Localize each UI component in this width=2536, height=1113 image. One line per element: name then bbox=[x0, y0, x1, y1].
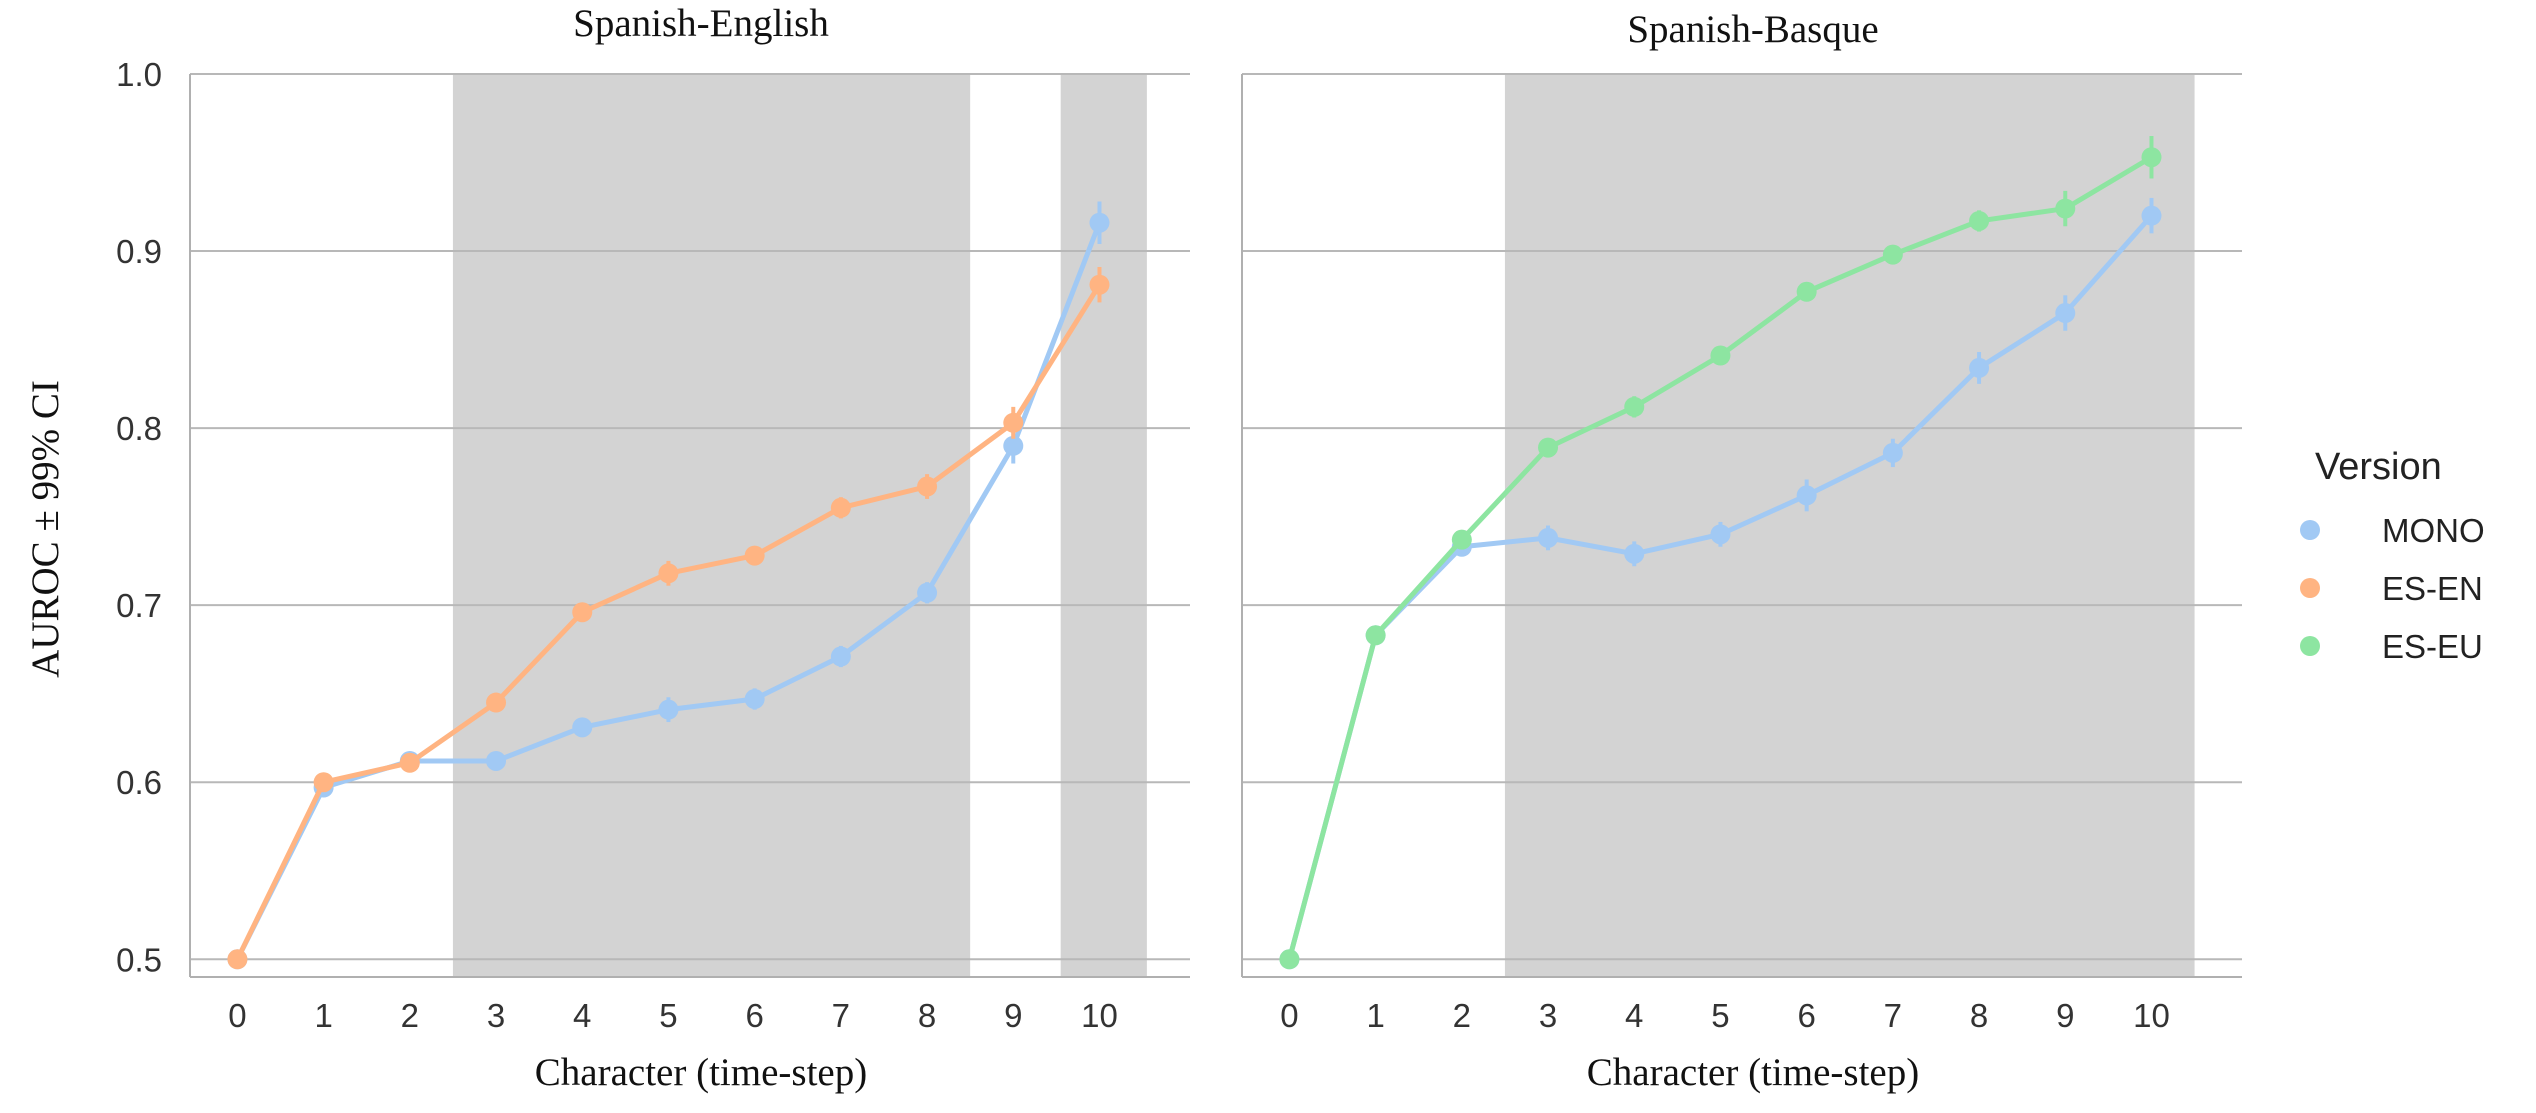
data-point-es-en bbox=[572, 602, 593, 623]
x-tick-label: 0 bbox=[1280, 997, 1298, 1034]
legend-item-es-eu: ES-EU bbox=[2300, 628, 2483, 665]
data-point-es-eu bbox=[2141, 147, 2162, 168]
x-tick-label: 3 bbox=[1539, 997, 1557, 1034]
data-point-mono bbox=[1796, 485, 1817, 506]
data-point-mono bbox=[486, 750, 507, 771]
x-tick-label: 5 bbox=[659, 997, 677, 1034]
data-point-mono bbox=[1969, 357, 1990, 378]
series-es-en-spanish-english bbox=[227, 266, 1110, 970]
data-point-es-eu bbox=[1710, 345, 1731, 366]
data-point-es-eu bbox=[2055, 198, 2076, 219]
data-point-mono bbox=[572, 717, 593, 738]
data-point-mono bbox=[1624, 543, 1645, 564]
data-point-mono bbox=[2141, 205, 2162, 226]
y-tick-label: 0.8 bbox=[116, 410, 162, 447]
data-point-es-en bbox=[830, 497, 851, 518]
data-point-mono bbox=[1538, 527, 1559, 548]
shaded-region-spanish-english-1 bbox=[1060, 74, 1147, 977]
y-tick-label: 0.6 bbox=[116, 764, 162, 801]
x-tick-label: 6 bbox=[1797, 997, 1815, 1034]
data-point-es-eu bbox=[1882, 244, 1903, 265]
data-point-es-en bbox=[1089, 274, 1110, 295]
x-tick-label: 1 bbox=[314, 997, 332, 1034]
x-axis-label-spanish-basque: Character (time-step) bbox=[1587, 1051, 1919, 1094]
legend-marker-es-en bbox=[2300, 578, 2320, 598]
data-point-es-eu bbox=[1451, 529, 1472, 550]
data-point-mono bbox=[744, 689, 765, 710]
x-tick-label: 8 bbox=[918, 997, 936, 1034]
series-es-eu-spanish-basque bbox=[1279, 135, 2162, 970]
shaded-region-spanish-english-0 bbox=[452, 74, 971, 977]
x-tick-label: 9 bbox=[2056, 997, 2074, 1034]
panel-title-spanish-basque: Spanish-Basque bbox=[1627, 8, 1878, 51]
x-tick-label: 1 bbox=[1366, 997, 1384, 1034]
plot-area-spanish-basque: 0 1 2 3 4 5 6 7 8 9 10 bbox=[1241, 73, 2242, 1034]
x-tick-label: 7 bbox=[832, 997, 850, 1034]
data-point-es-eu bbox=[1969, 210, 1990, 231]
data-point-mono bbox=[658, 699, 679, 720]
x-tick-label: 7 bbox=[1884, 997, 1902, 1034]
data-point-es-eu bbox=[1624, 396, 1645, 417]
x-tick-label: 2 bbox=[401, 997, 419, 1034]
legend-label-es-eu: ES-EU bbox=[2382, 628, 2483, 665]
x-tick-label: 5 bbox=[1711, 997, 1729, 1034]
data-point-mono bbox=[2055, 303, 2076, 324]
data-point-mono bbox=[1003, 435, 1024, 456]
legend-marker-mono bbox=[2300, 520, 2320, 540]
data-point-es-en bbox=[486, 692, 507, 713]
x-tick-label: 6 bbox=[745, 997, 763, 1034]
data-point-mono bbox=[1710, 524, 1731, 545]
data-point-mono bbox=[917, 582, 938, 603]
legend-marker-es-eu bbox=[2300, 636, 2320, 656]
y-axis-label: AUROC ± 99% CI bbox=[24, 380, 67, 678]
data-point-es-en bbox=[399, 752, 420, 773]
y-tick-label: 1.0 bbox=[116, 56, 162, 93]
data-point-es-eu bbox=[1279, 949, 1300, 970]
plot-area-spanish-english: 0.5 0.6 0.7 0.8 0.9 1.0 0 1 2 3 4 5 6 7 8 9 10 bbox=[116, 56, 1190, 1034]
x-tick-label: 10 bbox=[1081, 997, 1118, 1034]
data-point-es-en bbox=[1003, 412, 1024, 433]
data-point-es-en bbox=[658, 563, 679, 584]
data-point-es-eu bbox=[1365, 625, 1386, 646]
legend-item-es-en: ES-EN bbox=[2300, 570, 2483, 607]
data-point-mono bbox=[1089, 212, 1110, 233]
x-tick-label: 10 bbox=[2133, 997, 2170, 1034]
data-point-mono bbox=[1882, 442, 1903, 463]
panel-title-spanish-english: Spanish-English bbox=[573, 2, 829, 45]
data-point-es-eu bbox=[1538, 437, 1559, 458]
y-tick-label: 0.7 bbox=[116, 587, 162, 624]
data-point-es-en bbox=[313, 772, 334, 793]
y-tick-label: 0.9 bbox=[116, 233, 162, 270]
data-point-es-en bbox=[917, 476, 938, 497]
data-point-es-en bbox=[227, 949, 248, 970]
y-tick-label: 0.5 bbox=[116, 941, 162, 978]
legend-label-es-en: ES-EN bbox=[2382, 570, 2483, 607]
x-axis-label-spanish-english: Character (time-step) bbox=[535, 1051, 867, 1094]
x-tick-label: 4 bbox=[573, 997, 591, 1034]
data-point-es-eu bbox=[1796, 281, 1817, 302]
x-tick-label: 3 bbox=[487, 997, 505, 1034]
panel-spanish-basque: 0 1 2 3 4 5 6 7 8 9 10 Spanish-Basque Character (t… bbox=[1241, 8, 2242, 1094]
data-point-es-en bbox=[744, 545, 765, 566]
x-tick-label: 9 bbox=[1004, 997, 1022, 1034]
panel-spanish-english: 0.5 0.6 0.7 0.8 0.9 1.0 0 1 2 3 4 5 6 7 8 9 10 Spanish-E… bbox=[116, 2, 1190, 1094]
shaded-region-spanish-basque-0 bbox=[1504, 74, 2195, 977]
data-point-mono bbox=[830, 646, 851, 667]
x-tick-label: 8 bbox=[1970, 997, 1988, 1034]
legend: Version MONO ES-EN ES-EU bbox=[2300, 446, 2485, 665]
legend-item-mono: MONO bbox=[2300, 512, 2485, 549]
x-tick-label: 2 bbox=[1453, 997, 1471, 1034]
legend-title: Version bbox=[2315, 446, 2442, 488]
x-tick-label: 4 bbox=[1625, 997, 1643, 1034]
x-tick-label: 0 bbox=[228, 997, 246, 1034]
legend-label-mono: MONO bbox=[2382, 512, 2485, 549]
